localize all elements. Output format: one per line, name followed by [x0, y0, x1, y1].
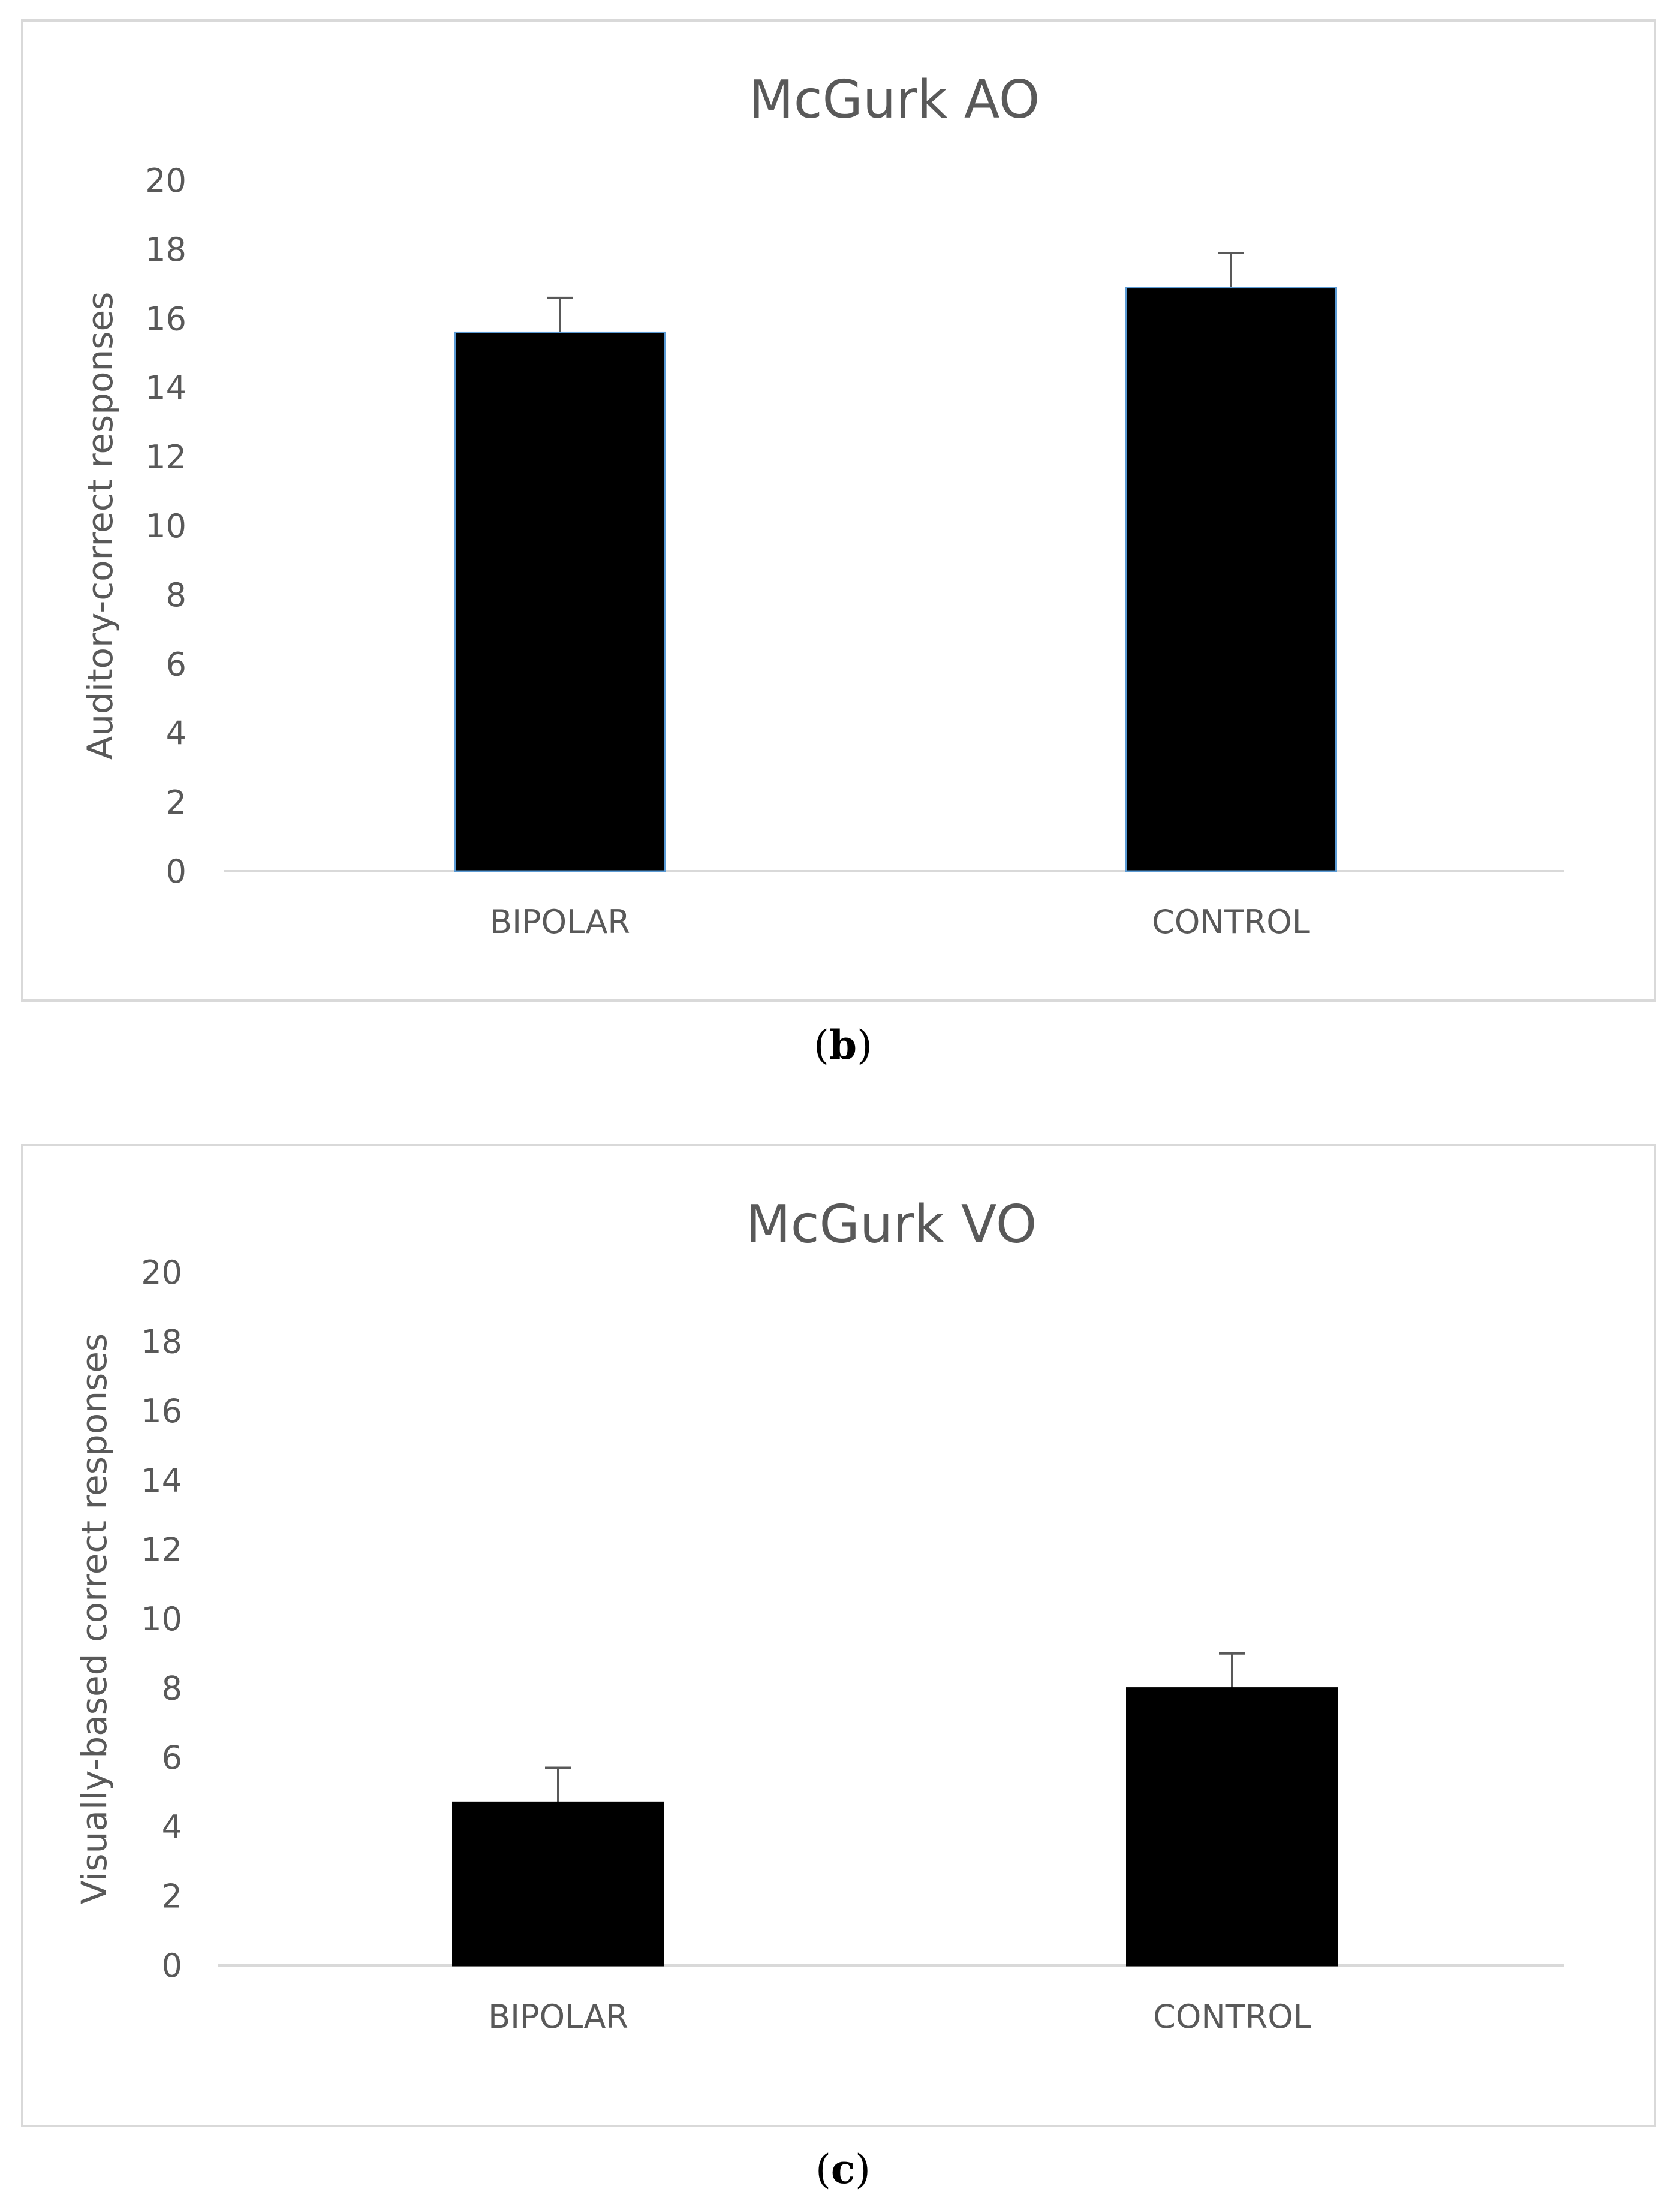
bar-c-control: [1126, 1687, 1338, 1967]
y-tick-label-b-6: 6: [166, 645, 186, 683]
chart-panel-b: McGurk AO 0 2 4 6 8 10 12 14 16 18 20 Auditory-corre…: [21, 19, 1656, 1002]
chart-panel-c: McGurk VO 0 2 4 6 8 10 12 14 16 18 20 Visually-based…: [21, 1144, 1656, 2127]
y-tick-label-b-8: 8: [166, 576, 186, 614]
y-tick-label-c-14: 14: [141, 1462, 182, 1500]
bar-c-bipolar: [452, 1801, 664, 1967]
caption-c-open: (: [815, 2146, 831, 2193]
y-tick-label-b-20: 20: [145, 162, 186, 200]
y-tick-label-c-8: 8: [162, 1670, 182, 1708]
y-tick-label-b-14: 14: [145, 369, 186, 407]
y-tick-label-b-0: 0: [166, 853, 186, 890]
y-tick-label-c-6: 6: [162, 1739, 182, 1777]
caption-c: (c): [783, 2149, 903, 2190]
y-tick-label-b-16: 16: [145, 300, 186, 338]
y-tick-label-b-18: 18: [145, 231, 186, 269]
bar-b-control: [1125, 287, 1337, 872]
chart-svg-c: McGurk VO 0 2 4 6 8 10 12 14 16 18 20 Visually-based…: [74, 1194, 1564, 2036]
y-tick-label-b-12: 12: [145, 438, 186, 476]
y-tick-label-c-18: 18: [141, 1323, 182, 1361]
y-tick-label-c-2: 2: [162, 1877, 182, 1915]
bar-b-bipolar: [454, 331, 666, 872]
chart-title-c: McGurk VO: [746, 1194, 1037, 1255]
y-tick-label-b-10: 10: [145, 507, 186, 545]
x-tick-label-c-bipolar: BIPOLAR: [488, 1998, 628, 2036]
x-tick-label-b-bipolar: BIPOLAR: [490, 903, 630, 941]
x-tick-label-b-control: CONTROL: [1152, 903, 1310, 941]
chart-svg-b: McGurk AO 0 2 4 6 8 10 12 14 16 18 20 Auditory-corre…: [80, 69, 1564, 941]
chart-title-b: McGurk AO: [749, 69, 1040, 130]
y-tick-label-b-2: 2: [166, 784, 186, 821]
y-axis-title-b: Auditory-correct responses: [80, 292, 121, 760]
y-tick-label-c-10: 10: [141, 1600, 182, 1638]
y-tick-label-c-16: 16: [141, 1392, 182, 1430]
y-tick-label-c-4: 4: [162, 1808, 182, 1846]
caption-b-letter: b: [829, 1022, 857, 1068]
y-tick-label-c-20: 20: [141, 1254, 182, 1291]
y-tick-label-c-12: 12: [141, 1531, 182, 1568]
caption-c-letter: c: [830, 2146, 856, 2193]
y-tick-label-b-4: 4: [166, 715, 186, 752]
x-tick-label-c-control: CONTROL: [1153, 1998, 1311, 2036]
y-tick-label-c-0: 0: [162, 1947, 182, 1985]
caption-b-open: (: [814, 1022, 829, 1068]
caption-b-close: ): [857, 1022, 872, 1068]
caption-c-close: ): [855, 2146, 871, 2193]
caption-b: (b): [783, 1025, 903, 1065]
y-axis-title-c: Visually-based correct responses: [74, 1333, 115, 1904]
